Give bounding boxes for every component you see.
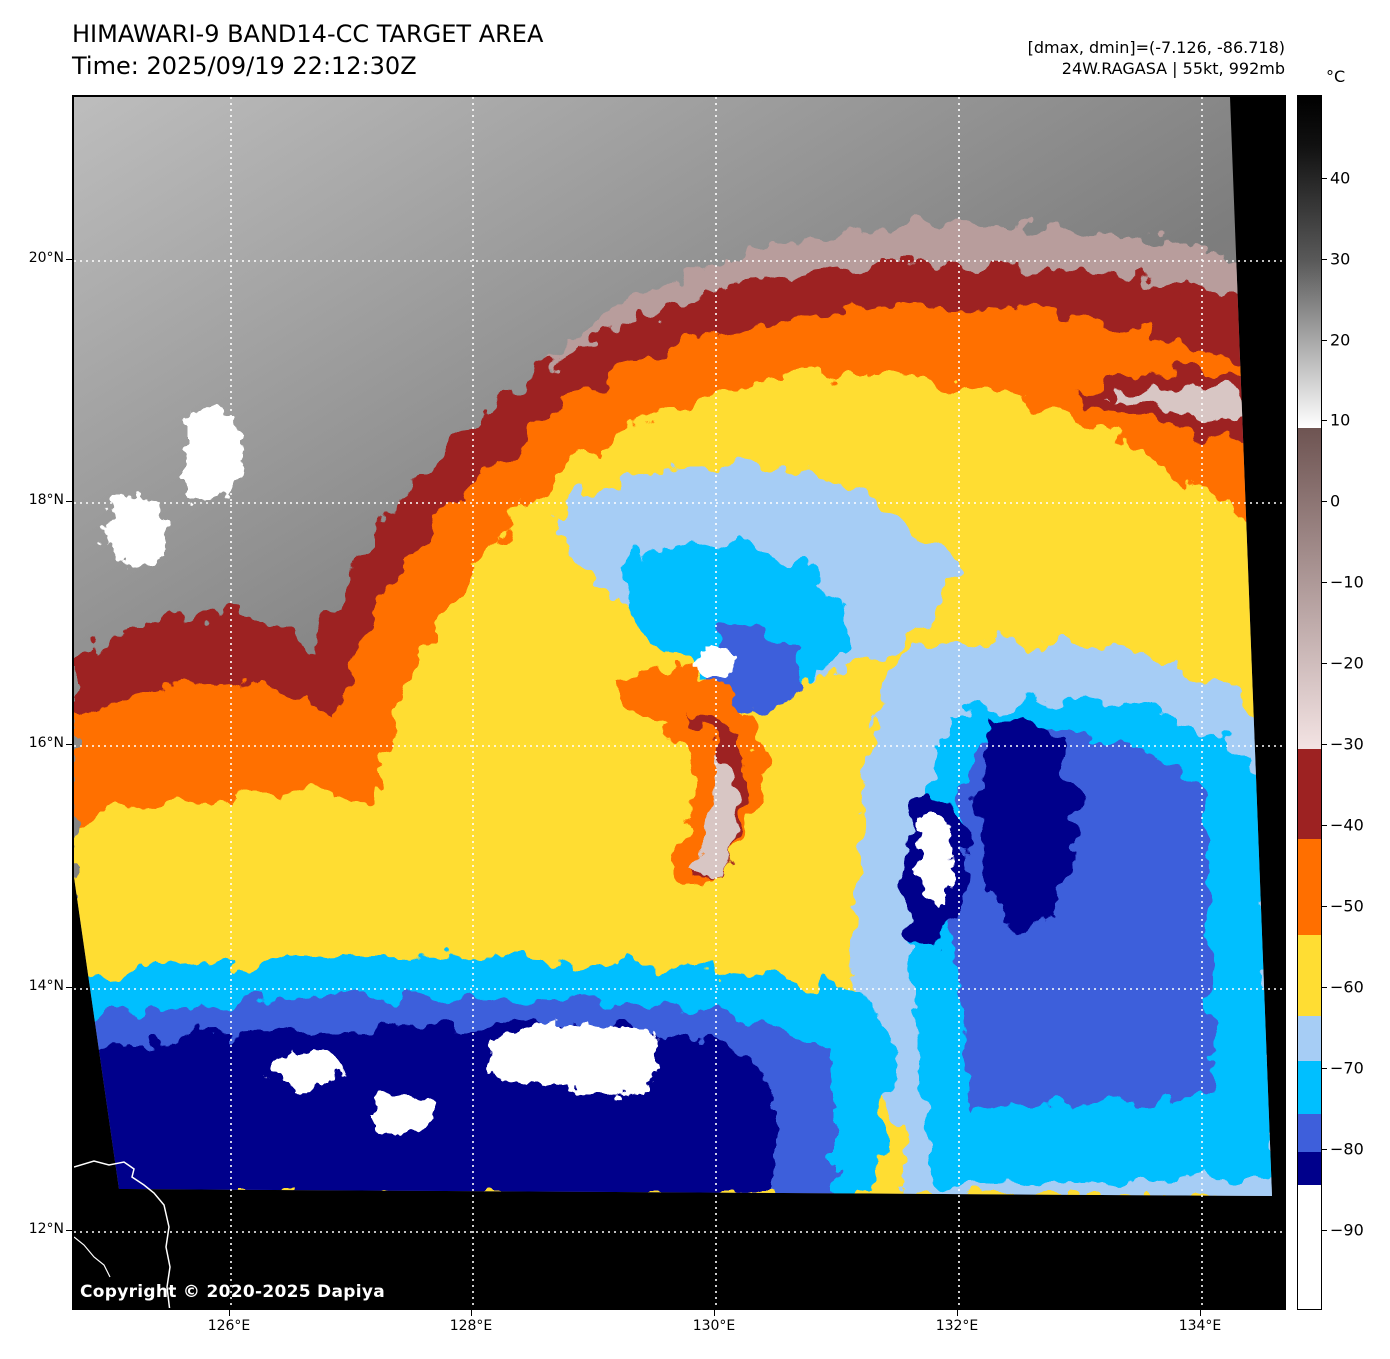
lon-tick xyxy=(957,1310,958,1316)
colorbar-tick xyxy=(1322,259,1327,260)
colorbar-tick xyxy=(1322,501,1327,502)
graticule xyxy=(74,97,1284,1308)
colorbar-tick xyxy=(1322,420,1327,421)
colorbar-label: −20 xyxy=(1330,653,1364,673)
colorbar-tick xyxy=(1322,987,1327,988)
data-range-readout: [dmax, dmin]=(-7.126, -86.718) xyxy=(1027,38,1285,57)
colorbar-label: −40 xyxy=(1330,815,1364,835)
colorbar-label: −30 xyxy=(1330,734,1364,754)
lon-label: 128°E xyxy=(449,1318,493,1334)
colorbar-label: 40 xyxy=(1330,168,1351,188)
lon-tick xyxy=(229,1310,230,1316)
colorbar-label: 10 xyxy=(1330,410,1351,430)
lat-tick xyxy=(66,259,72,260)
lat-label: 18°N xyxy=(28,492,64,508)
lat-label: 14°N xyxy=(28,978,64,994)
colorbar-label: 20 xyxy=(1330,330,1351,350)
colorbar-label: −80 xyxy=(1330,1139,1364,1159)
colorbar-tick xyxy=(1322,825,1327,826)
colorbar-band-cyan xyxy=(1298,1061,1321,1114)
satellite-imagery xyxy=(74,97,1284,1308)
coastline-island xyxy=(74,1236,111,1278)
lat-tick xyxy=(66,501,72,502)
lon-tick xyxy=(471,1310,472,1316)
lon-label: 132°E xyxy=(935,1318,979,1334)
coldest-cloud-tops xyxy=(104,409,955,1134)
colorbar-tick xyxy=(1322,1068,1327,1069)
lat-label: 20°N xyxy=(28,250,64,266)
colorbar-band-navy xyxy=(1298,1152,1321,1185)
colorbar-bands xyxy=(1298,96,1321,1309)
lon-label: 134°E xyxy=(1178,1318,1222,1334)
colorbar-label: −90 xyxy=(1330,1220,1364,1240)
satellite-map-panel: Copyright © 2020-2025 Dapiya xyxy=(72,95,1286,1310)
colorbar-tick xyxy=(1322,582,1327,583)
lon-label: 130°E xyxy=(692,1318,736,1334)
chart-timestamp: Time: 2025/09/19 22:12:30Z xyxy=(72,52,417,80)
colorbar-band-dark-red xyxy=(1298,749,1321,839)
coastline xyxy=(74,1160,171,1308)
colorbar-label: −50 xyxy=(1330,896,1364,916)
colorbar-band-white xyxy=(1298,1185,1321,1309)
colorbar-tick xyxy=(1322,178,1327,179)
colorbar-band-orange xyxy=(1298,839,1321,935)
lat-tick xyxy=(66,744,72,745)
colorbar-label: −60 xyxy=(1330,977,1364,997)
colorbar-band-yellow xyxy=(1298,935,1321,1016)
colorbar xyxy=(1297,95,1322,1310)
colorbar-tick xyxy=(1322,1149,1327,1150)
colorbar-band-blue xyxy=(1298,1114,1321,1152)
copyright-notice: Copyright © 2020-2025 Dapiya xyxy=(80,1282,385,1302)
colorbar-tick xyxy=(1322,1230,1327,1231)
colorbar-band-light-blue xyxy=(1298,1016,1321,1061)
colorbar-tick xyxy=(1322,663,1327,664)
colorbar-tick xyxy=(1322,906,1327,907)
lon-label: 126°E xyxy=(207,1318,251,1334)
colorbar-tick xyxy=(1322,744,1327,745)
colorbar-label: −10 xyxy=(1330,572,1364,592)
lat-label: 16°N xyxy=(28,735,64,751)
colorbar-unit: °C xyxy=(1326,67,1346,86)
lat-tick xyxy=(66,1230,72,1231)
colorbar-label: −70 xyxy=(1330,1058,1364,1078)
lon-tick xyxy=(714,1310,715,1316)
colorbar-tick xyxy=(1322,340,1327,341)
storm-info: 24W.RAGASA | 55kt, 992mb xyxy=(1061,59,1285,78)
colorbar-label: 30 xyxy=(1330,249,1351,269)
lat-tick xyxy=(66,987,72,988)
colorbar-band-brown xyxy=(1298,428,1321,749)
lat-label: 12°N xyxy=(28,1221,64,1237)
lon-tick xyxy=(1200,1310,1201,1316)
chart-title: HIMAWARI-9 BAND14-CC TARGET AREA xyxy=(72,20,544,48)
colorbar-band-gray xyxy=(1298,96,1321,428)
colorbar-label: 0 xyxy=(1330,491,1341,511)
